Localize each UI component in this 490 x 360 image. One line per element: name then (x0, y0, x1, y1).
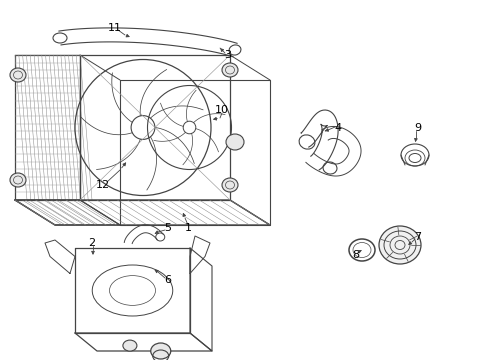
Ellipse shape (10, 68, 26, 82)
Text: 8: 8 (352, 250, 360, 260)
Text: 2: 2 (88, 238, 96, 248)
Text: 4: 4 (335, 123, 342, 133)
Text: 10: 10 (215, 105, 229, 115)
Ellipse shape (226, 134, 244, 150)
Ellipse shape (222, 178, 238, 192)
Text: 1: 1 (185, 223, 192, 233)
Text: 9: 9 (415, 123, 421, 133)
Text: 6: 6 (165, 275, 172, 285)
Text: 7: 7 (415, 232, 421, 242)
Ellipse shape (379, 226, 421, 264)
Text: 11: 11 (108, 23, 122, 33)
Text: 5: 5 (165, 223, 172, 233)
Ellipse shape (10, 173, 26, 187)
Ellipse shape (222, 63, 238, 77)
Text: 3: 3 (224, 50, 231, 60)
Ellipse shape (123, 340, 137, 351)
Text: 12: 12 (96, 180, 110, 190)
Ellipse shape (151, 343, 171, 359)
